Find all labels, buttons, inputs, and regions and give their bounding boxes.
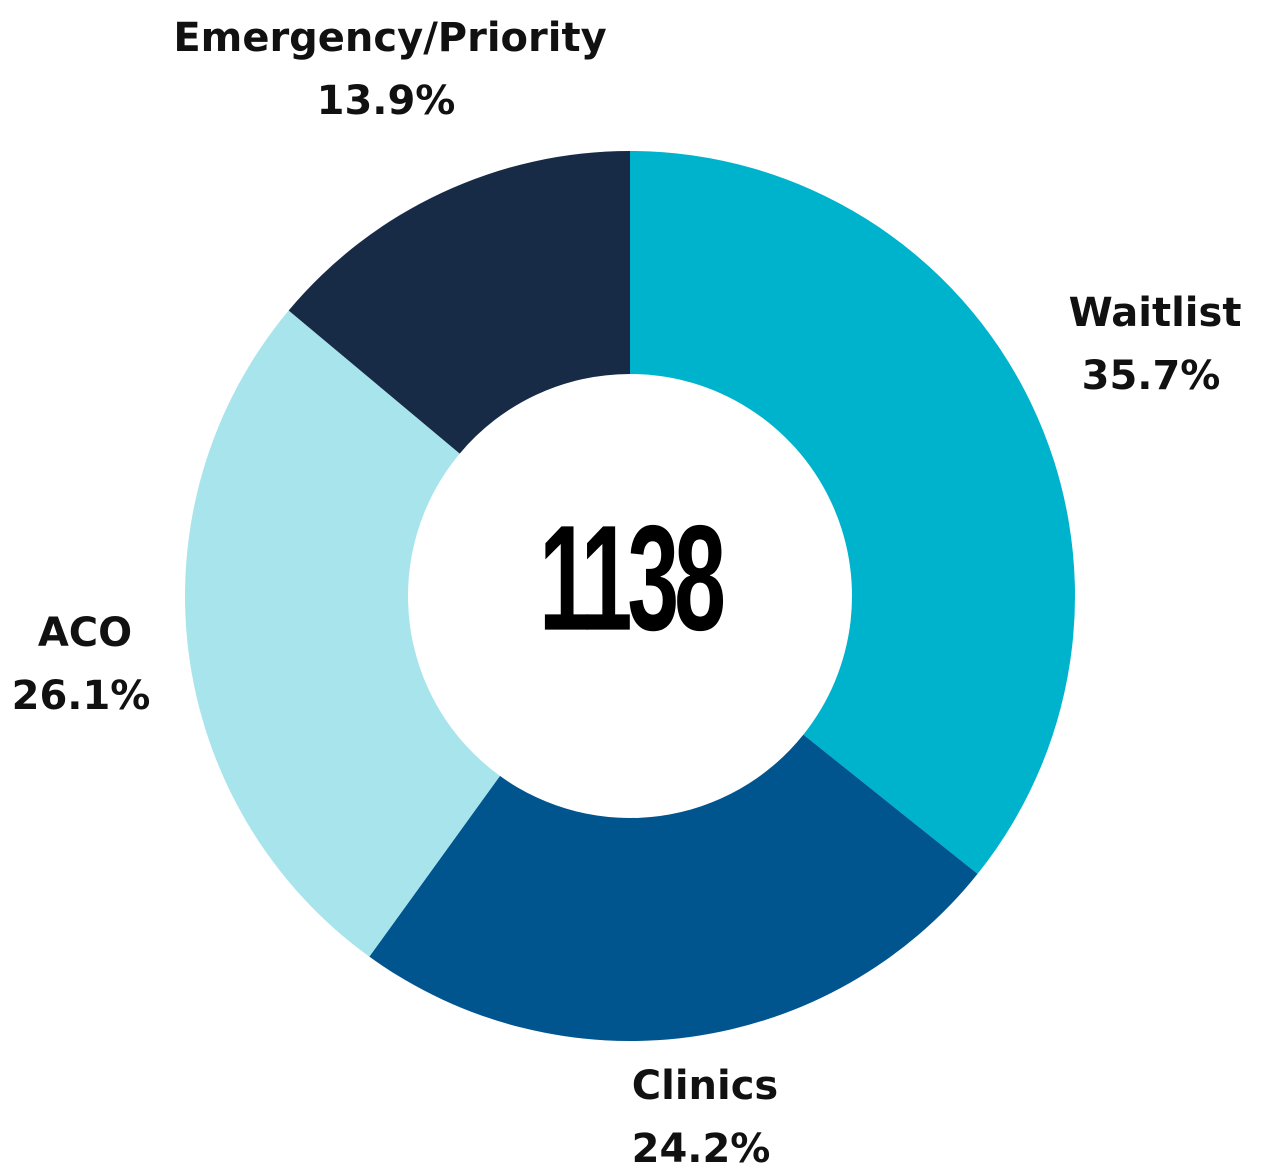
- donut-segment: [630, 151, 1075, 874]
- value-label: 13.9%: [317, 78, 456, 124]
- category-label: Emergency/Priority: [173, 15, 606, 61]
- category-label: ACO: [38, 610, 132, 656]
- category-label: Waitlist: [1069, 290, 1242, 336]
- category-label: Clinics: [632, 1063, 778, 1109]
- donut-segment: [369, 734, 978, 1041]
- donut-segment: [288, 151, 630, 454]
- value-label: 24.2%: [632, 1126, 771, 1168]
- value-label: 26.1%: [12, 673, 151, 719]
- center-label: 1138: [539, 495, 723, 662]
- donut-segment: [185, 310, 500, 957]
- value-label: 35.7%: [1082, 353, 1221, 399]
- wedges: [185, 151, 1075, 1041]
